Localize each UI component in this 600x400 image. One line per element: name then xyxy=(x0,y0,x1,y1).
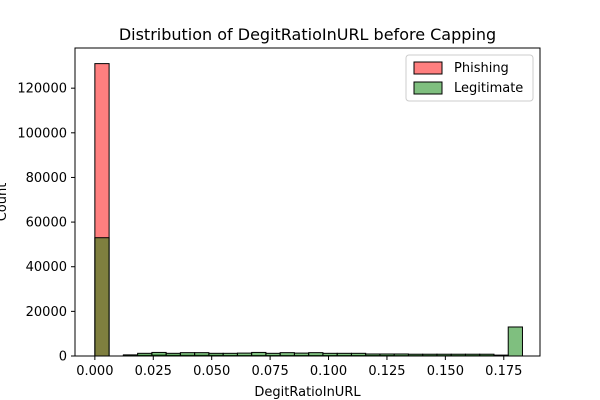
y-tick-label: 80000 xyxy=(26,171,67,186)
x-tick-label: 0.125 xyxy=(368,364,405,379)
x-tick-label: 0.175 xyxy=(485,364,522,379)
legend: Phishing Legitimate xyxy=(405,54,534,102)
y-tick-label: 0 xyxy=(59,350,67,365)
bar-legitimate-4 xyxy=(151,351,167,357)
legend-swatch-phishing xyxy=(413,61,443,75)
x-tick-label: 0.075 xyxy=(252,364,289,379)
axes-layer xyxy=(74,47,541,357)
x-tick-label: 0.100 xyxy=(310,364,347,379)
bars-layer xyxy=(94,63,523,357)
bar-legitimate-13 xyxy=(279,352,295,357)
legend-swatch-legitimate xyxy=(413,81,443,95)
y-tick-label: 20000 xyxy=(26,305,67,320)
bar-legitimate-6 xyxy=(179,352,196,357)
x-tick-label: 0.000 xyxy=(76,364,113,379)
y-tick-label: 100000 xyxy=(17,126,67,141)
chart-title: Distribution of DegitRatioInURL before C… xyxy=(119,25,496,44)
y-tick-label: 60000 xyxy=(26,216,67,231)
bar-legitimate-29 xyxy=(507,326,523,357)
bar-legitimate-0 xyxy=(94,237,110,357)
x-tick-label: 0.050 xyxy=(193,364,230,379)
bar-legitimate-15 xyxy=(308,352,324,357)
bar-legitimate-11 xyxy=(251,351,267,357)
x-axis-ticks: 0.000 0.025 0.050 0.075 0.100 0.125 0.150 0.175 xyxy=(76,356,522,379)
y-axis-ticks: 0 20000 40000 60000 80000 100000 120000 xyxy=(17,82,75,365)
legend-label-legitimate: Legitimate xyxy=(454,81,523,96)
plot-frame xyxy=(74,47,541,357)
x-tick-label: 0.150 xyxy=(427,364,464,379)
x-axis-title: DegitRatioInURL xyxy=(254,385,361,400)
y-tick-label: 120000 xyxy=(17,82,67,97)
y-tick-label: 40000 xyxy=(26,260,67,275)
legend-label-phishing: Phishing xyxy=(454,61,509,76)
y-axis-title: Count xyxy=(0,183,10,222)
bar-legitimate-7 xyxy=(194,352,210,357)
x-tick-label: 0.025 xyxy=(135,364,172,379)
